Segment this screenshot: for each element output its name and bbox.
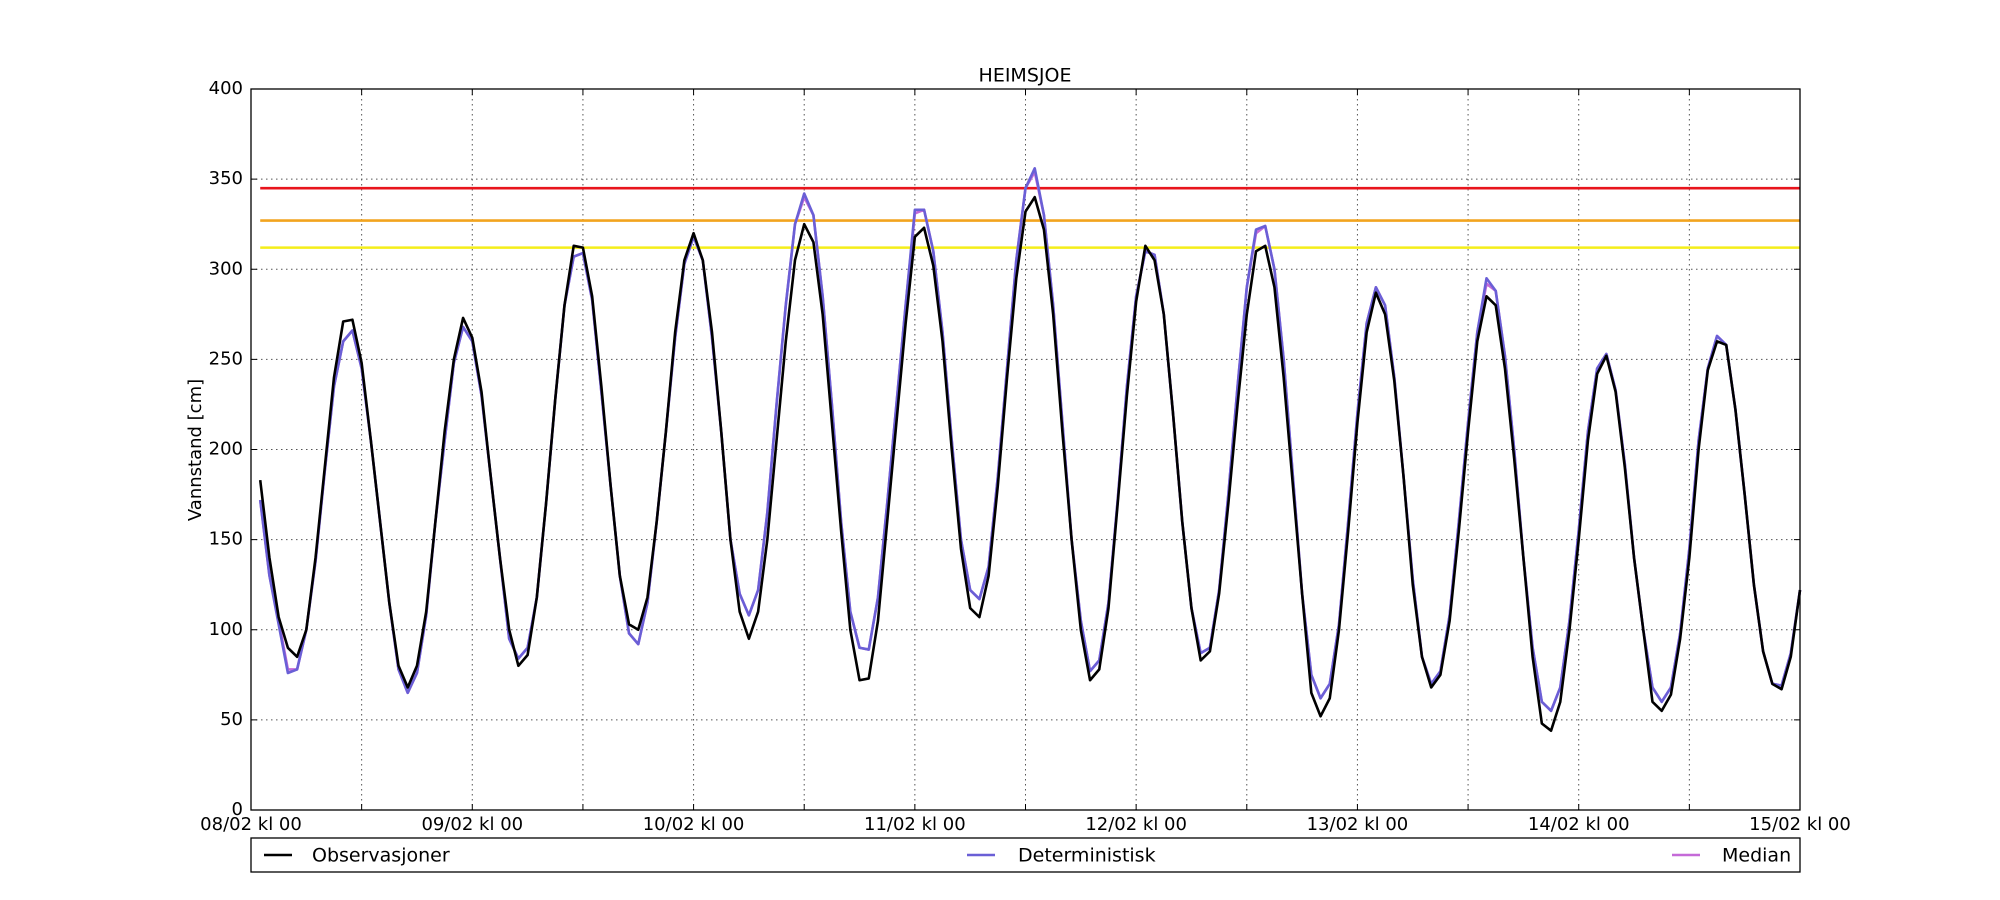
- legend-label: Deterministisk: [1018, 845, 1156, 867]
- y-tick-label: 100: [209, 619, 243, 640]
- legend-label: Observasjoner: [312, 845, 450, 867]
- chart-title: HEIMSJOE: [979, 65, 1072, 87]
- x-tick-label: 14/02 kl 00: [1528, 814, 1630, 835]
- x-tick-label: 15/02 kl 00: [1749, 814, 1851, 835]
- y-tick-label: 300: [209, 258, 243, 279]
- y-tick-label: 0: [232, 799, 243, 820]
- y-tick-label: 150: [209, 529, 243, 550]
- y-tick-label: 50: [220, 709, 243, 730]
- y-tick-label: 250: [209, 348, 243, 369]
- x-tick-label: 10/02 kl 00: [643, 814, 745, 835]
- plot-frame: [250, 88, 1801, 811]
- y-axis-label: Vannstand [cm]: [185, 379, 206, 521]
- series-line: [258, 195, 1802, 732]
- legend-box: [250, 837, 1801, 873]
- y-tick-label: 400: [209, 78, 243, 99]
- x-tick-label: 09/02 kl 00: [421, 814, 523, 835]
- y-tick-label: 350: [209, 168, 243, 189]
- x-tick-label: 13/02 kl 00: [1307, 814, 1409, 835]
- x-tick-label: 08/02 kl 00: [200, 814, 302, 835]
- x-tick-label: 11/02 kl 00: [864, 814, 966, 835]
- x-tick-label: 12/02 kl 00: [1085, 814, 1187, 835]
- legend-label: Median: [1722, 845, 1791, 867]
- y-tick-label: 200: [209, 439, 243, 460]
